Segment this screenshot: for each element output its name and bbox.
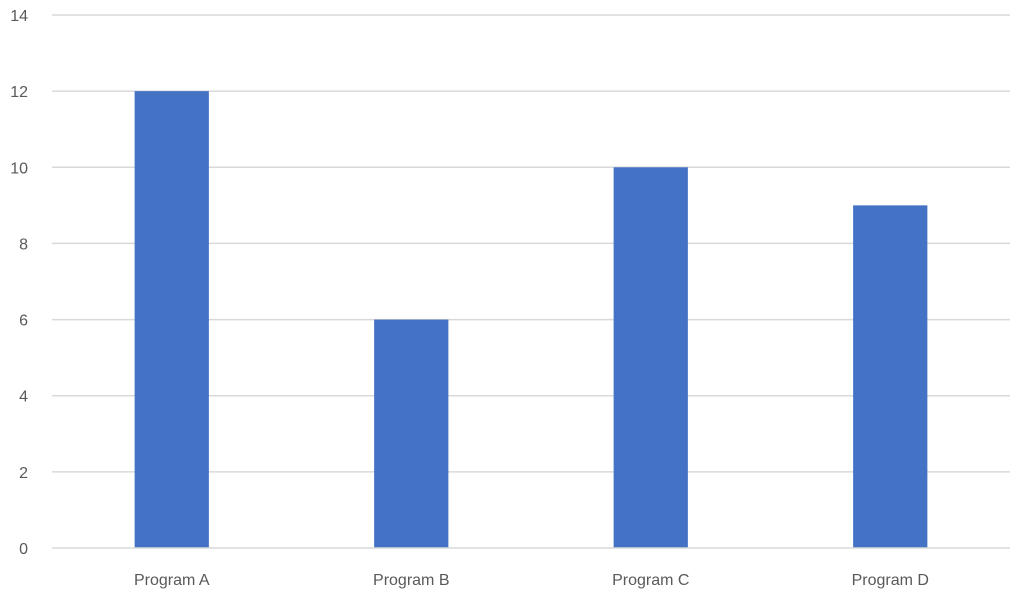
bar-program-b xyxy=(374,319,449,548)
bar-program-a xyxy=(134,91,209,549)
y-tick-label: 10 xyxy=(10,160,28,177)
y-axis-ticks: 0 2 4 6 8 10 12 14 xyxy=(10,8,28,558)
x-tick-label: Program C xyxy=(612,572,689,589)
gridlines xyxy=(52,14,1010,473)
y-tick-label: 0 xyxy=(19,541,28,558)
y-tick-label: 8 xyxy=(19,236,28,253)
x-tick-label: Program B xyxy=(373,572,449,589)
y-tick-label: 12 xyxy=(10,84,28,101)
y-tick-label: 2 xyxy=(19,465,28,482)
bar-program-c xyxy=(613,167,688,549)
x-axis-ticks: Program A Program B Program C Program D xyxy=(134,572,929,589)
x-tick-label: Program A xyxy=(134,572,210,589)
bars xyxy=(134,91,928,549)
bar-program-d xyxy=(853,205,928,548)
y-tick-label: 14 xyxy=(10,8,28,25)
x-tick-label: Program D xyxy=(852,572,929,589)
y-tick-label: 6 xyxy=(19,313,28,330)
y-tick-label: 4 xyxy=(19,389,28,406)
